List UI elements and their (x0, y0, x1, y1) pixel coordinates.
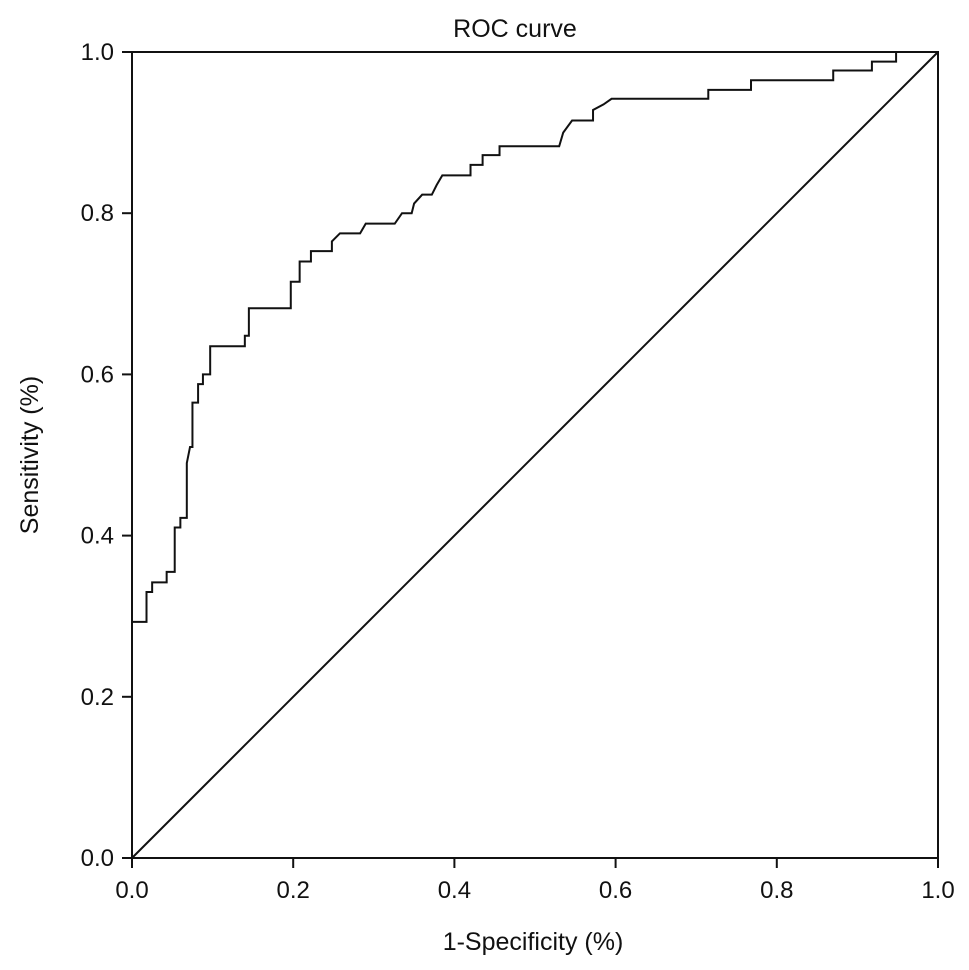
y-tick-label-4: 0.8 (81, 200, 114, 227)
y-axis-label: Sensitivity (%) (16, 376, 44, 534)
reference-diagonal-line (131, 51, 939, 859)
y-tick-label-3: 0.6 (81, 361, 114, 388)
roc-curve-line (131, 51, 938, 858)
y-tick-label-2: 0.4 (81, 523, 114, 550)
plot-series (131, 51, 939, 859)
x-tick-label-5: 1.0 (921, 877, 954, 904)
axis-tick-labels: 0.0 0.2 0.4 0.6 0.8 1.0 0.0 0.2 0.4 0.6 0.8 1.0 (81, 39, 955, 904)
axis-ticks (122, 51, 939, 868)
x-tick-label-2: 0.4 (438, 877, 471, 904)
x-tick-label-0: 0.0 (115, 877, 148, 904)
x-tick-label-1: 0.2 (277, 877, 310, 904)
x-axis-label: 1-Specificity (%) (443, 928, 624, 956)
y-tick-label-1: 0.2 (81, 684, 114, 711)
y-tick-label-0: 0.0 (81, 845, 114, 872)
x-tick-label-3: 0.6 (599, 877, 632, 904)
chart-title: ROC curve (453, 15, 577, 43)
y-tick-label-5: 1.0 (81, 39, 114, 66)
plot-frame (131, 51, 939, 859)
x-tick-label-4: 0.8 (760, 877, 793, 904)
